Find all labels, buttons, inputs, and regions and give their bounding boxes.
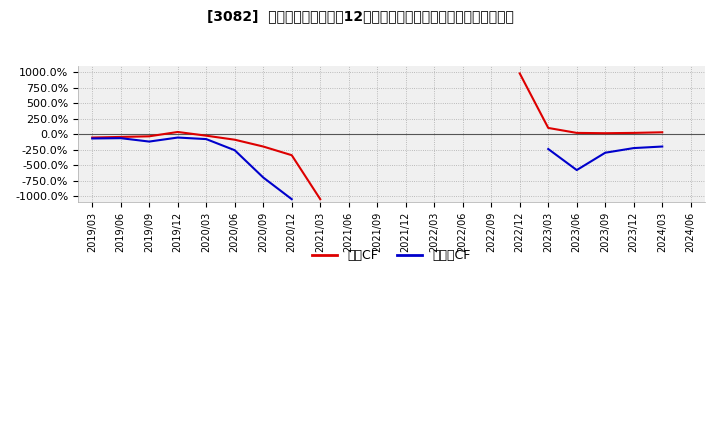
フリーCF [259,175,268,180]
営業CF [572,130,581,136]
Line: 営業CF: 営業CF [92,73,662,199]
営業CF [230,137,239,143]
フリーCF [202,136,210,142]
Text: [3082]  キャッシュフローの12か月移動合計の対前年同期増減率の推移: [3082] キャッシュフローの12か月移動合計の対前年同期増減率の推移 [207,9,513,23]
営業CF [88,135,96,140]
フリーCF [601,150,610,155]
フリーCF [658,144,667,149]
フリーCF [287,197,296,202]
営業CF [202,133,210,138]
営業CF [601,131,610,136]
フリーCF [629,146,638,151]
フリーCF [572,168,581,173]
営業CF [658,130,667,135]
営業CF [117,134,125,139]
フリーCF [117,136,125,141]
フリーCF [88,136,96,141]
フリーCF [230,147,239,153]
営業CF [174,129,182,135]
営業CF [145,134,153,139]
営業CF [316,197,325,202]
フリーCF [174,135,182,140]
フリーCF [544,147,552,152]
営業CF [259,144,268,149]
営業CF [287,153,296,158]
Line: フリーCF: フリーCF [92,138,662,199]
営業CF [544,125,552,131]
Legend: 営業CF, フリーCF: 営業CF, フリーCF [307,244,475,267]
営業CF [516,71,524,76]
営業CF [629,130,638,136]
フリーCF [145,139,153,144]
